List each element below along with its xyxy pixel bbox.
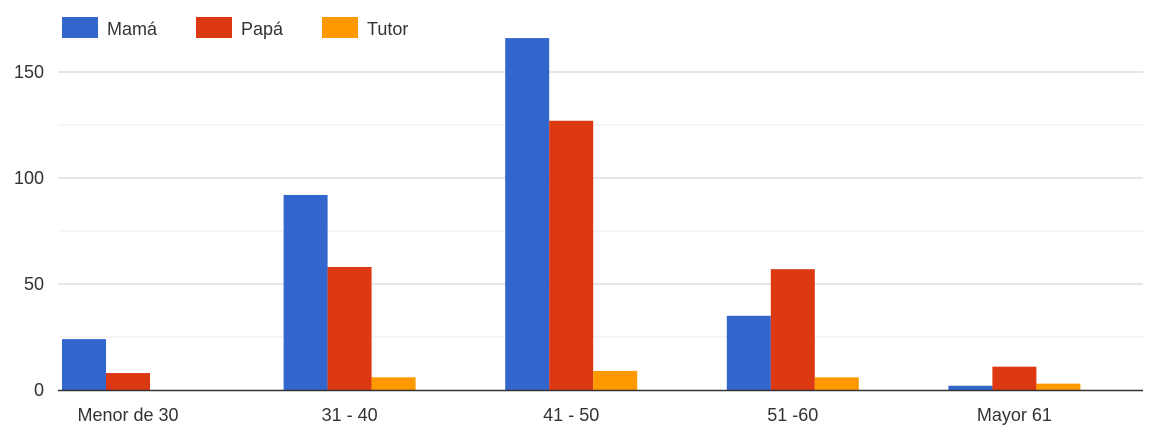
- bar-pap-0: [106, 373, 150, 390]
- y-tick-label: 100: [14, 168, 44, 188]
- x-category-label: Mayor 61: [977, 405, 1052, 425]
- legend-label: Papá: [241, 19, 284, 39]
- bar-tutor-2: [593, 371, 637, 390]
- bar-tutor-3: [815, 377, 859, 390]
- bar-pap-3: [771, 269, 815, 390]
- legend-swatch: [322, 17, 358, 38]
- x-category-label: Menor de 30: [77, 405, 178, 425]
- bar-tutor-1: [372, 377, 416, 390]
- gridlines: [58, 72, 1143, 337]
- bar-mam-2: [505, 38, 549, 390]
- bar-mam-1: [284, 195, 328, 390]
- y-tick-label: 150: [14, 62, 44, 82]
- bar-mam-4: [948, 386, 992, 390]
- y-tick-label: 0: [34, 380, 44, 400]
- y-tick-label: 50: [24, 274, 44, 294]
- x-category-label: 51 -60: [767, 405, 818, 425]
- bar-mam-0: [62, 339, 106, 390]
- x-axis-categories: Menor de 30 31 - 40 41 - 50 51 -60 Mayor 61: [77, 405, 1051, 425]
- legend-swatch: [196, 17, 232, 38]
- x-category-label: 31 - 40: [322, 405, 378, 425]
- legend-label: Mamá: [107, 19, 158, 39]
- legend-label: Tutor: [367, 19, 408, 39]
- bar-mam-3: [727, 316, 771, 390]
- legend-swatch: [62, 17, 98, 38]
- bar-pap-2: [549, 121, 593, 390]
- bar-tutor-4: [1036, 384, 1080, 390]
- bar-pap-1: [328, 267, 372, 390]
- legend: Mamá Papá Tutor: [62, 17, 408, 39]
- x-category-label: 41 - 50: [543, 405, 599, 425]
- y-axis-ticks: 0 50 100 150: [14, 62, 44, 400]
- bar-pap-4: [992, 367, 1036, 390]
